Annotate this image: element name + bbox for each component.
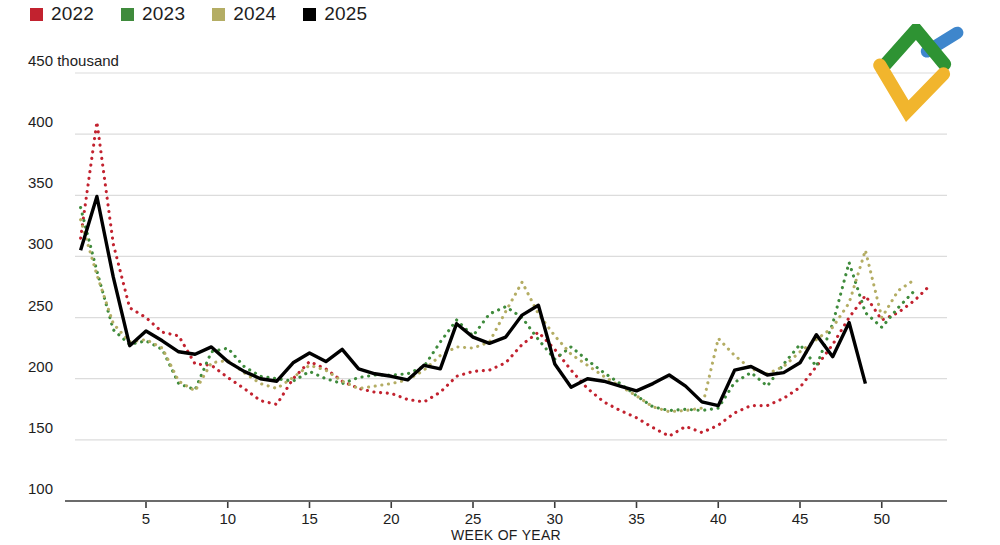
legend-item-2025: 2025 bbox=[303, 3, 367, 25]
x-tick-label-5: 5 bbox=[124, 510, 168, 527]
logo-green-stroke bbox=[885, 30, 945, 65]
jobless-claims-chart: 450 thousand 400 350 300 250 200 150 100 5 10 15 20… bbox=[0, 0, 1000, 545]
legend-item-2024: 2024 bbox=[212, 3, 276, 25]
x-tick-label-20: 20 bbox=[369, 510, 413, 527]
x-tick-label-15: 15 bbox=[288, 510, 332, 527]
legend-swatch-2023 bbox=[121, 8, 134, 21]
x-tick-label-40: 40 bbox=[696, 510, 740, 527]
x-tick-label-35: 35 bbox=[615, 510, 659, 527]
series-line-2022 bbox=[81, 122, 931, 436]
y-tick-label-150: 150 bbox=[28, 419, 53, 437]
legend-label: 2024 bbox=[233, 3, 276, 25]
y-tick-label-350: 350 bbox=[28, 174, 53, 192]
legend-label: 2022 bbox=[51, 3, 94, 25]
y-tick-label-300: 300 bbox=[28, 235, 53, 253]
litefinance-logo bbox=[872, 24, 970, 122]
x-tick-label-45: 45 bbox=[778, 510, 822, 527]
x-tick-label-10: 10 bbox=[206, 510, 250, 527]
y-tick-label-200: 200 bbox=[28, 358, 53, 376]
legend-label: 2025 bbox=[324, 3, 367, 25]
legend-item-2022: 2022 bbox=[30, 3, 94, 25]
y-axis-unit-label: 450 thousand bbox=[28, 52, 119, 70]
legend-swatch-2025 bbox=[303, 8, 316, 21]
legend-swatch-2022 bbox=[30, 8, 43, 21]
chart-plot-area bbox=[0, 0, 1000, 545]
x-tick-label-25: 25 bbox=[451, 510, 495, 527]
x-tick-label-50: 50 bbox=[860, 510, 904, 527]
series-line-2023 bbox=[81, 208, 915, 411]
x-tick-label-30: 30 bbox=[533, 510, 577, 527]
legend-swatch-2024 bbox=[212, 8, 225, 21]
y-tick-label-100: 100 bbox=[28, 480, 53, 498]
y-tick-label-400: 400 bbox=[28, 113, 53, 131]
logo-yellow-stroke bbox=[880, 65, 944, 111]
y-tick-label-250: 250 bbox=[28, 297, 53, 315]
x-axis-title: WEEK OF YEAR bbox=[446, 527, 566, 543]
series-line-2024 bbox=[81, 220, 915, 412]
legend-label: 2023 bbox=[142, 3, 185, 25]
chart-legend: 2022 2023 2024 2025 bbox=[30, 3, 367, 25]
legend-item-2023: 2023 bbox=[121, 3, 185, 25]
